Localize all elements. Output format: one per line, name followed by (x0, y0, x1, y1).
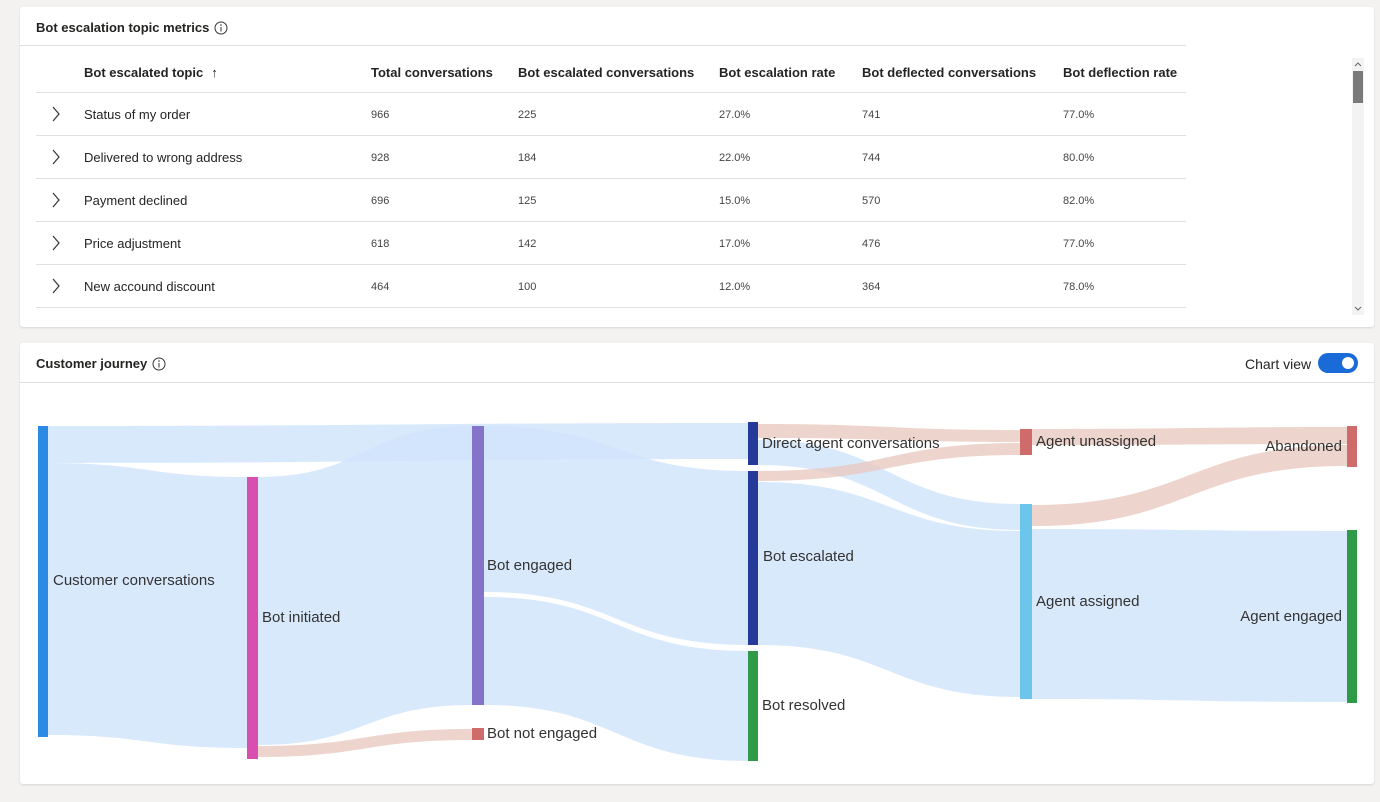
scroll-thumb[interactable] (1353, 71, 1363, 103)
scroll-arrows (1354, 62, 1362, 311)
value-cell: 928 (371, 152, 390, 164)
column-header: Bot deflected conversations (862, 65, 1037, 80)
info-icon[interactable] (214, 21, 228, 35)
row-divider (36, 135, 1186, 136)
value-cell: 22.0% (719, 152, 751, 164)
sort-indicator: ↑ (211, 65, 218, 80)
value-cell: 142 (518, 238, 537, 250)
value-cell: 476 (862, 238, 881, 250)
value-cell: 77.0% (1063, 109, 1095, 121)
value-cell: 744 (862, 152, 881, 164)
value-cell: 618 (371, 238, 390, 250)
divider (20, 382, 1374, 383)
chart-view-toggle[interactable] (1318, 353, 1358, 373)
column-header: Bot escalation rate (719, 65, 836, 80)
column-header[interactable]: Bot escalated topic ↑ (84, 65, 218, 80)
topic-cell: Price adjustment (84, 236, 181, 251)
value-cell: 696 (371, 195, 390, 207)
value-cell: 966 (371, 109, 390, 121)
scrollbar[interactable] (1352, 58, 1364, 315)
value-cell: 17.0% (719, 238, 751, 250)
value-cell: 464 (371, 281, 390, 293)
topic-cell: Payment declined (84, 193, 188, 208)
journey-card: Customer journey Chart view (20, 343, 1374, 784)
expand-chevron[interactable] (51, 149, 61, 165)
toggle-knob (1342, 357, 1354, 369)
value-cell: 741 (862, 109, 881, 121)
value-cell: 225 (518, 109, 537, 121)
divider (20, 45, 1186, 46)
row-divider (36, 92, 1186, 93)
value-cell: 100 (518, 281, 537, 293)
card-header: Bot escalation topic metrics (36, 20, 228, 35)
column-header: Bot deflection rate (1063, 65, 1178, 80)
row-divider (36, 307, 1186, 308)
expand-chevron[interactable] (51, 235, 61, 251)
value-cell: 125 (518, 195, 537, 207)
card-title: Customer journey (36, 356, 148, 371)
expand-chevron[interactable] (51, 278, 61, 294)
expand-chevron[interactable] (51, 192, 61, 208)
row-divider (36, 221, 1186, 222)
value-cell: 15.0% (719, 195, 751, 207)
info-icon[interactable] (152, 357, 166, 371)
card-header: Customer journey (36, 356, 166, 371)
column-header: Bot escalated conversations (518, 65, 695, 80)
value-cell: 82.0% (1063, 195, 1095, 207)
card-title: Bot escalation topic metrics (36, 20, 210, 35)
value-cell: 27.0% (719, 109, 751, 121)
expand-chevron[interactable] (51, 106, 61, 122)
toggle-label: Chart view (1245, 356, 1312, 372)
value-cell: 78.0% (1063, 281, 1095, 293)
value-cell: 364 (862, 281, 881, 293)
topic-cell: Status of my order (84, 107, 191, 122)
row-divider (36, 264, 1186, 265)
value-cell: 80.0% (1063, 152, 1095, 164)
topic-cell: Delivered to wrong address (84, 150, 243, 165)
value-cell: 184 (518, 152, 537, 164)
value-cell: 77.0% (1063, 238, 1095, 250)
value-cell: 12.0% (719, 281, 751, 293)
column-header: Total conversations (371, 65, 493, 80)
row-divider (36, 178, 1186, 179)
value-cell: 570 (862, 195, 881, 207)
metrics-card: Bot escalation topic metrics Bot escalat… (20, 7, 1374, 327)
topic-cell: New accound discount (84, 279, 215, 294)
